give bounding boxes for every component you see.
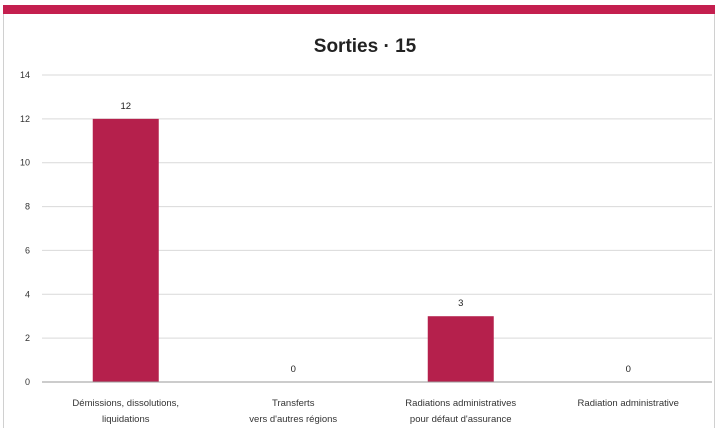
y-axis: 0 2 4 6 8 10 12 14 bbox=[20, 70, 30, 387]
x-tick-label: Radiations administratives pour défaut d'… bbox=[405, 398, 516, 425]
frame-left-border bbox=[3, 14, 4, 428]
y-tick-label: 10 bbox=[20, 158, 30, 168]
x-axis: Démissions, dissolutions, liquidations Tra… bbox=[42, 381, 712, 425]
data-labels: 12 0 3 0 bbox=[120, 101, 630, 375]
data-label: 3 bbox=[458, 298, 463, 309]
y-tick-label: 14 bbox=[20, 70, 30, 80]
y-tick-label: 8 bbox=[25, 202, 30, 212]
chart-title: Sorties · 15 bbox=[314, 36, 417, 57]
y-tick-label: 4 bbox=[25, 289, 30, 299]
bar bbox=[427, 316, 494, 382]
data-label: 0 bbox=[626, 364, 631, 375]
accent-top-bar bbox=[3, 5, 715, 14]
y-tick-label: 0 bbox=[25, 377, 30, 387]
frame-right-border bbox=[714, 14, 715, 428]
bar bbox=[92, 118, 159, 382]
y-tick-label: 12 bbox=[20, 114, 30, 124]
data-label: 12 bbox=[120, 101, 131, 112]
bars bbox=[92, 118, 494, 382]
y-tick-label: 6 bbox=[25, 245, 30, 255]
y-tick-label: 2 bbox=[25, 333, 30, 343]
x-tick-label: Démissions, dissolutions, liquidations bbox=[72, 398, 179, 425]
x-tick-label: Radiation administrative bbox=[578, 398, 679, 409]
data-label: 0 bbox=[291, 364, 296, 375]
x-tick-label: Transferts vers d'autres régions bbox=[249, 398, 337, 425]
